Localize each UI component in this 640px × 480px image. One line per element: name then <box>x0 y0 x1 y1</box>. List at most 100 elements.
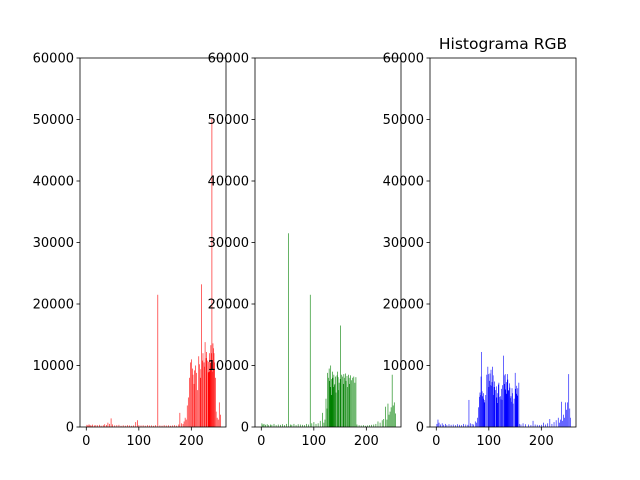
blue-bar <box>541 424 542 427</box>
blue-bar <box>488 374 489 427</box>
blue-bar <box>481 351 482 427</box>
blue-bar <box>478 407 479 427</box>
red-bar <box>208 361 210 427</box>
blue-bar <box>488 387 490 427</box>
red-bar <box>196 372 197 427</box>
y-tick-label: 0 <box>66 421 74 436</box>
blue-bar <box>494 390 496 427</box>
red-bar <box>178 424 180 427</box>
blue-bar <box>436 423 438 427</box>
red-bar <box>97 425 98 427</box>
blue-bar <box>499 396 500 427</box>
green-bar <box>334 385 335 427</box>
blue-bar <box>516 395 518 427</box>
blue-bar <box>463 423 464 427</box>
red-bar <box>198 356 200 427</box>
green-bar <box>299 424 301 427</box>
y-tick-label: 20000 <box>383 298 424 313</box>
green-bar <box>340 325 341 427</box>
red-bar <box>127 425 128 427</box>
red-bar <box>102 425 104 427</box>
green-bar <box>334 383 336 427</box>
blue-bar <box>511 388 513 427</box>
x-tick-label: 200 <box>354 434 379 449</box>
blue-bar <box>480 376 482 427</box>
blue-bar <box>457 424 458 427</box>
blue-bar <box>440 424 441 427</box>
green-bar <box>315 423 317 427</box>
blue-bar <box>549 419 551 427</box>
red-bar <box>95 425 97 427</box>
y-tick-label: 0 <box>241 421 249 436</box>
red-bar <box>185 419 187 427</box>
green-bar <box>393 402 395 427</box>
green-bar <box>344 377 345 427</box>
x-tick-label: 200 <box>179 434 204 449</box>
red-bar <box>86 424 88 427</box>
red-bar <box>205 358 207 427</box>
red-bar <box>114 425 116 427</box>
blue-bar <box>555 420 557 427</box>
red-bar <box>214 362 215 427</box>
blue-bar <box>491 382 493 427</box>
y-tick-label: 40000 <box>383 175 424 190</box>
blue-bar <box>498 384 499 427</box>
blue-bar <box>565 402 566 427</box>
green-bar <box>261 423 263 427</box>
red-bar <box>183 421 185 427</box>
green-bar <box>379 422 381 427</box>
red-bar <box>204 342 206 427</box>
green-bar <box>336 375 338 427</box>
blue-bar <box>492 366 493 427</box>
red-bar <box>153 425 154 427</box>
blue-bar <box>551 423 553 427</box>
green-bar <box>346 375 348 427</box>
red-bar <box>212 343 214 427</box>
green-bar <box>395 413 396 427</box>
green-bar <box>332 377 334 427</box>
blue-bar <box>486 374 488 427</box>
green-bar <box>352 377 354 427</box>
y-tick-label: 50000 <box>208 113 249 128</box>
red-bar <box>100 425 102 427</box>
green-bar <box>309 294 311 427</box>
blue-bar <box>570 417 571 427</box>
blue-bar <box>491 385 492 427</box>
green-bar <box>302 424 303 427</box>
red-bar <box>212 371 213 427</box>
blue-bar <box>518 382 520 427</box>
green-bar <box>262 424 264 427</box>
blue-bar <box>509 383 510 427</box>
red-bar <box>144 425 146 427</box>
green-bar <box>377 421 379 427</box>
red-bar <box>118 424 120 427</box>
blue-bar <box>513 398 515 427</box>
red-bar <box>191 359 192 427</box>
green-bar <box>345 380 347 428</box>
blue-bar <box>492 375 494 427</box>
blue-bar <box>500 396 501 427</box>
green-bar <box>304 425 305 427</box>
blue-bar <box>506 393 508 427</box>
blue-bar <box>558 422 560 427</box>
red-bar <box>199 364 200 427</box>
red-bar <box>133 425 134 427</box>
blue-bar <box>536 424 538 427</box>
green-bar <box>367 425 368 427</box>
red-bar <box>217 419 219 427</box>
red-bar <box>157 294 159 427</box>
red-bar <box>161 425 163 427</box>
blue-bar <box>506 374 508 427</box>
blue-bar <box>489 373 491 427</box>
blue-bar <box>467 424 469 427</box>
green-bar <box>350 375 351 427</box>
y-tick-label: 50000 <box>33 113 74 128</box>
red-bar <box>147 425 148 427</box>
green-bar <box>383 419 385 427</box>
red-bar <box>135 422 137 427</box>
red-bar <box>213 348 214 427</box>
red-bar <box>122 425 124 427</box>
blue-bar <box>468 399 470 427</box>
blue-bar <box>493 387 495 427</box>
